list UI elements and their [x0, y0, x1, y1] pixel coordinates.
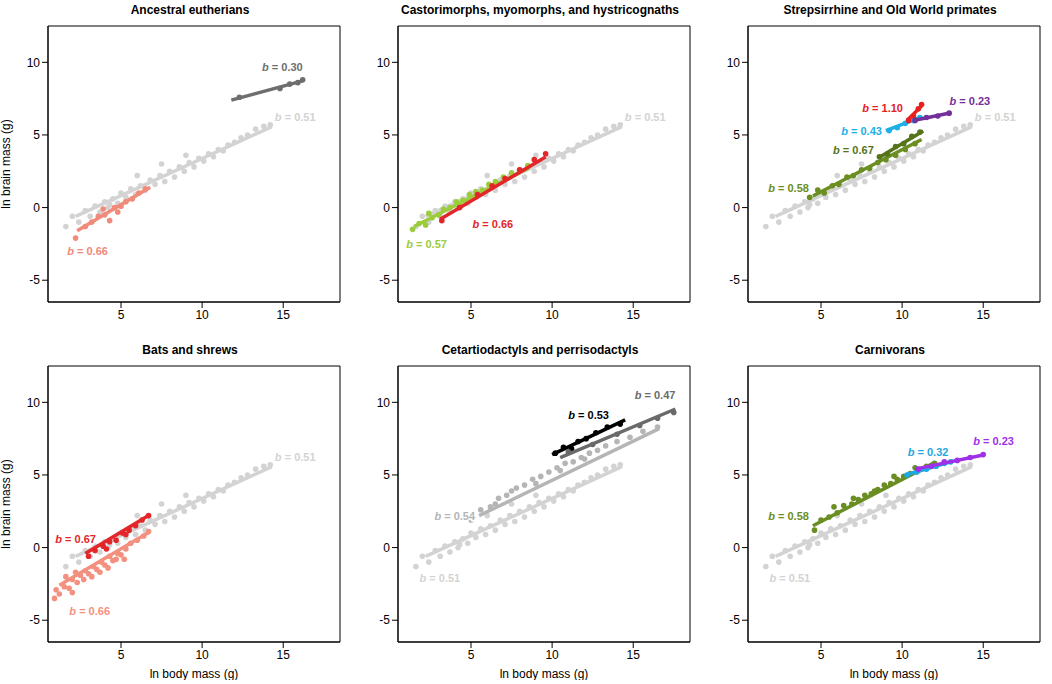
svg-text:10: 10: [27, 56, 41, 70]
svg-text:10: 10: [545, 648, 559, 662]
svg-text:10: 10: [195, 308, 209, 322]
svg-text:10: 10: [545, 308, 559, 322]
svg-text:5: 5: [733, 468, 740, 482]
svg-text:ln brain mass (g): ln brain mass (g): [0, 459, 13, 548]
svg-text:b = 0.32: b = 0.32: [908, 446, 949, 458]
svg-text:15: 15: [277, 308, 291, 322]
html-text:Cetartiodactyls and perrisodac: Cetartiodactyls and perrisodactyls: [441, 343, 639, 357]
svg-text:b = 0.51: b = 0.51: [625, 111, 666, 123]
html-text:Bats and shrews: Bats and shrews: [142, 343, 238, 357]
svg-text:-5: -5: [729, 273, 740, 287]
svg-text:5: 5: [33, 468, 40, 482]
svg-text:b = 0.67: b = 0.67: [833, 144, 874, 156]
html-text:Ancestral eutherians: Ancestral eutherians: [130, 3, 250, 17]
svg-text:ln body mass (g): ln body mass (g): [500, 667, 589, 680]
html-text:Castorimorphs, myomorphs, and: Castorimorphs, myomorphs, and hystricogn…: [401, 3, 679, 17]
svg-text:10: 10: [377, 56, 391, 70]
svg-text:5: 5: [118, 648, 125, 662]
svg-text:b = 0.66: b = 0.66: [67, 245, 108, 257]
svg-text:10: 10: [27, 396, 41, 410]
svg-text:ln body mass (g): ln body mass (g): [850, 667, 939, 680]
svg-text:0: 0: [383, 201, 390, 215]
svg-text:b = 0.23: b = 0.23: [950, 95, 991, 107]
html-text:Carnivorans: Carnivorans: [855, 343, 925, 357]
svg-text:b = 0.57: b = 0.57: [406, 238, 447, 250]
svg-text:b = 1.10: b = 1.10: [862, 102, 903, 114]
svg-text:b = 0.66: b = 0.66: [69, 605, 110, 617]
svg-text:-5: -5: [379, 613, 390, 627]
svg-text:b = 0.51: b = 0.51: [770, 572, 811, 584]
svg-text:5: 5: [468, 308, 475, 322]
svg-text:10: 10: [195, 648, 209, 662]
svg-text:5: 5: [383, 128, 390, 142]
svg-text:b = 0.53: b = 0.53: [568, 409, 609, 421]
svg-text:15: 15: [627, 308, 641, 322]
svg-text:b = 0.51: b = 0.51: [275, 111, 316, 123]
svg-text:0: 0: [733, 201, 740, 215]
svg-text:10: 10: [895, 308, 909, 322]
svg-text:0: 0: [33, 541, 40, 555]
svg-text:b = 0.51: b = 0.51: [275, 451, 316, 463]
svg-text:5: 5: [118, 308, 125, 322]
svg-text:5: 5: [818, 648, 825, 662]
svg-text:0: 0: [733, 541, 740, 555]
svg-text:5: 5: [33, 128, 40, 142]
svg-text:10: 10: [727, 396, 741, 410]
svg-text:b = 0.30: b = 0.30: [262, 61, 303, 73]
svg-text:b = 0.58: b = 0.58: [768, 182, 809, 194]
svg-text:b = 0.51: b = 0.51: [975, 111, 1016, 123]
svg-text:-5: -5: [29, 613, 40, 627]
svg-text:b = 0.51: b = 0.51: [420, 572, 461, 584]
svg-text:15: 15: [627, 648, 641, 662]
svg-text:b = 0.47: b = 0.47: [635, 389, 676, 401]
svg-text:b = 0.58: b = 0.58: [768, 510, 809, 522]
svg-text:10: 10: [895, 648, 909, 662]
svg-text:-5: -5: [729, 613, 740, 627]
svg-text:15: 15: [277, 648, 291, 662]
svg-text:5: 5: [468, 648, 475, 662]
svg-text:-5: -5: [29, 273, 40, 287]
svg-text:5: 5: [383, 468, 390, 482]
svg-text:b = 0.23: b = 0.23: [973, 435, 1014, 447]
svg-text:-5: -5: [379, 273, 390, 287]
svg-text:5: 5: [733, 128, 740, 142]
svg-text:b = 0.66: b = 0.66: [473, 218, 514, 230]
svg-text:b = 0.67: b = 0.67: [55, 533, 96, 545]
svg-text:5: 5: [818, 308, 825, 322]
svg-text:15: 15: [977, 308, 991, 322]
svg-text:ln brain mass (g): ln brain mass (g): [0, 119, 13, 208]
svg-text:10: 10: [377, 396, 391, 410]
svg-text:b = 0.54: b = 0.54: [434, 510, 476, 522]
svg-text:15: 15: [977, 648, 991, 662]
svg-text:ln body mass (g): ln body mass (g): [150, 667, 239, 680]
svg-text:b = 0.43: b = 0.43: [841, 125, 882, 137]
svg-text:0: 0: [33, 201, 40, 215]
svg-text:0: 0: [383, 541, 390, 555]
html-text:Strepsirrhine and Old World pr: Strepsirrhine and Old World primates: [783, 3, 997, 17]
svg-text:10: 10: [727, 56, 741, 70]
